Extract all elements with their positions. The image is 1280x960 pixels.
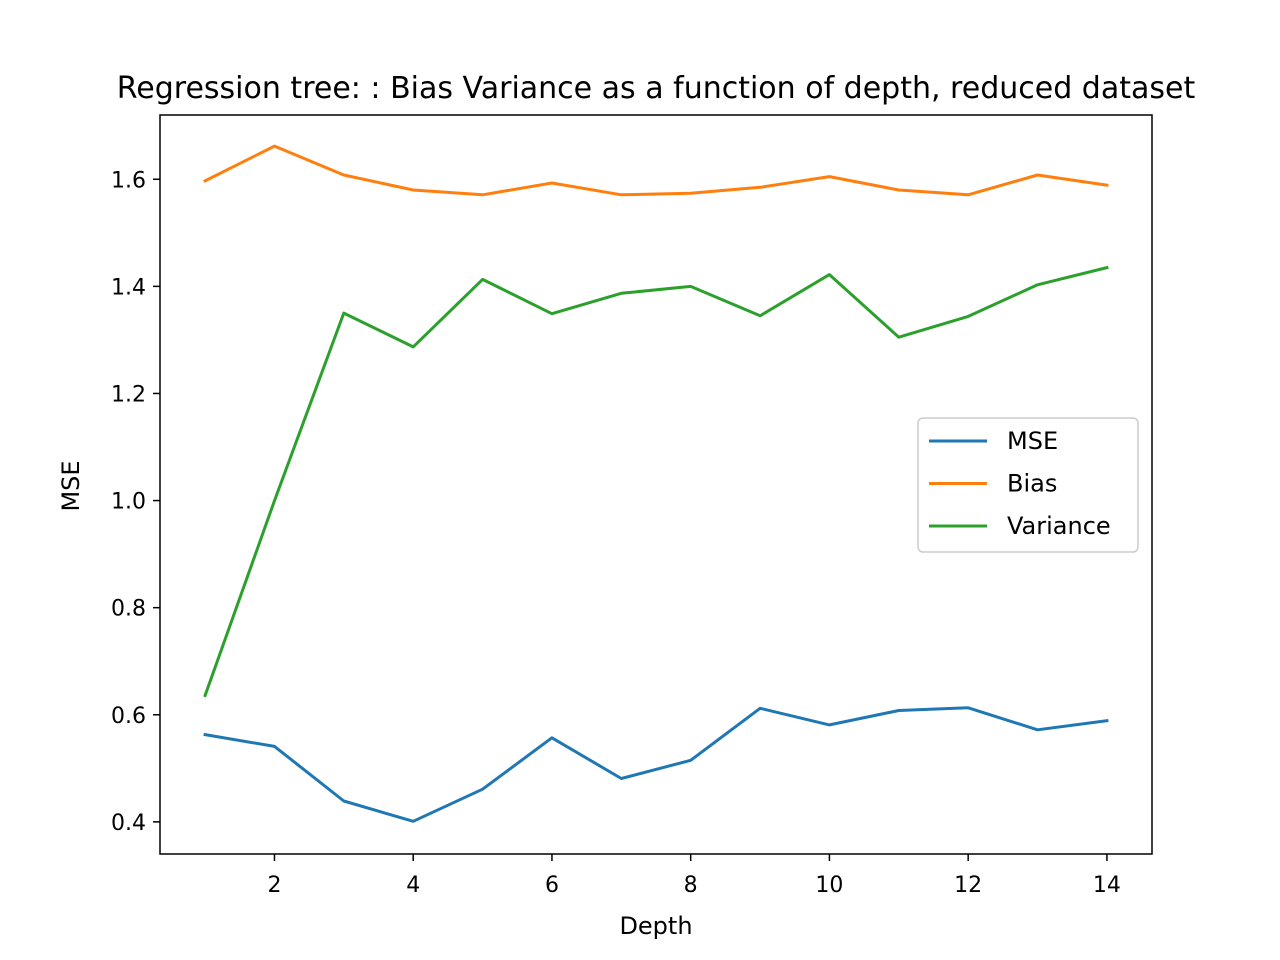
y-axis-label: MSE	[57, 460, 85, 511]
y-tick-label: 0.6	[111, 704, 146, 729]
y-tick-label: 1.2	[111, 382, 146, 407]
series-lines	[203, 144, 1109, 823]
x-axis: 2 4 6 8 10 12 14	[267, 854, 1121, 898]
y-tick-label: 1.6	[111, 168, 146, 193]
y-tick-label: 1.4	[111, 275, 146, 300]
x-tick-label: 4	[406, 873, 420, 898]
legend-label-variance: Variance	[1007, 512, 1111, 540]
y-axis: 0.4 0.6 0.8 1.0 1.2 1.4 1.6	[111, 168, 160, 836]
legend: MSE Bias Variance	[917, 417, 1139, 553]
x-axis-label: Depth	[619, 912, 692, 940]
y-tick-label: 0.8	[111, 597, 146, 622]
legend-box	[917, 417, 1139, 553]
x-tick-label: 14	[1093, 873, 1121, 898]
x-tick-label: 10	[815, 873, 843, 898]
x-tick-label: 8	[684, 873, 698, 898]
series-line-mse	[203, 706, 1109, 823]
series-line-variance	[203, 265, 1109, 698]
y-tick-label: 0.4	[111, 811, 146, 836]
chart-title: Regression tree: : Bias Variance as a fu…	[117, 71, 1196, 106]
y-tick-label: 1.0	[111, 490, 146, 515]
legend-label-mse: MSE	[1007, 427, 1058, 455]
x-tick-label: 12	[954, 873, 982, 898]
x-tick-label: 2	[267, 873, 281, 898]
x-tick-label: 6	[545, 873, 559, 898]
series-line-bias	[203, 144, 1109, 197]
legend-label-bias: Bias	[1007, 470, 1057, 498]
